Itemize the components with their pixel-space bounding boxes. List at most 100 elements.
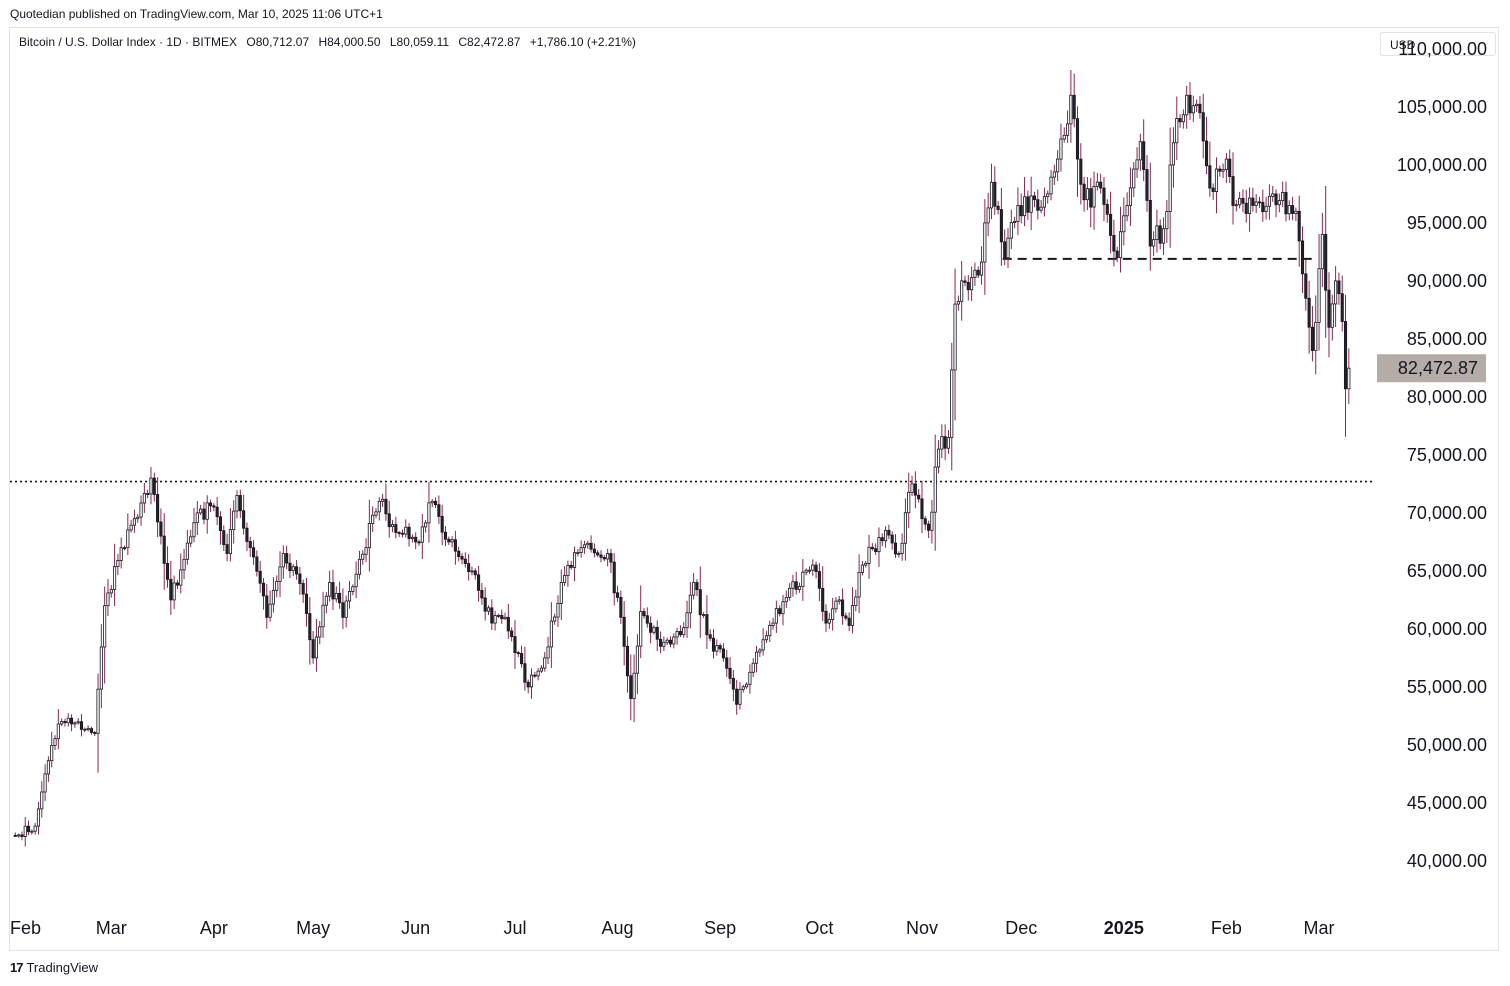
candle-body: [427, 502, 431, 524]
candle-body: [116, 560, 120, 568]
candle-body: [205, 502, 209, 520]
candle: [53, 735, 57, 750]
candle: [394, 516, 398, 539]
candle-body: [278, 566, 282, 582]
candle-body: [1118, 231, 1123, 259]
candle-body: [745, 683, 749, 688]
candle-body: [804, 569, 808, 573]
candle: [199, 504, 203, 516]
candle: [986, 192, 990, 237]
candle-body: [334, 592, 338, 600]
candle: [1023, 177, 1027, 227]
candle-body: [529, 674, 534, 688]
candle: [784, 590, 788, 608]
candle: [970, 266, 974, 302]
candle-body: [129, 524, 133, 531]
candle-body: [738, 688, 742, 705]
x-tick-label: Sep: [704, 918, 736, 938]
candle-body: [599, 554, 603, 558]
candle-body: [1175, 118, 1179, 144]
currency-selector[interactable]: USD: [1380, 32, 1496, 56]
y-tick-label: 100,000.00: [1397, 155, 1487, 175]
candle-body: [1062, 134, 1066, 140]
x-tick-label: Dec: [1005, 918, 1037, 938]
candle: [185, 529, 189, 565]
candle: [1142, 119, 1146, 182]
candle-body: [668, 639, 673, 645]
candle: [285, 545, 289, 570]
candle-body: [506, 616, 510, 632]
candle: [1069, 70, 1073, 143]
candle: [496, 613, 500, 619]
candle: [83, 727, 87, 733]
candle: [169, 560, 173, 615]
candle-body: [238, 495, 242, 512]
candle-body: [298, 573, 302, 584]
candle: [156, 477, 160, 538]
candle: [149, 466, 153, 505]
candle-body: [1271, 193, 1275, 197]
candle: [778, 605, 782, 617]
candle: [559, 569, 563, 620]
candle-body: [371, 514, 375, 524]
candle-body: [764, 635, 769, 641]
candle-body: [367, 523, 371, 549]
candle: [1039, 199, 1043, 214]
candle-body: [797, 585, 802, 590]
candle: [420, 514, 424, 559]
candle-body: [1300, 240, 1305, 275]
candle-body: [50, 744, 54, 762]
candle-body: [847, 617, 851, 626]
candle-body: [182, 558, 186, 571]
candle-body: [20, 834, 24, 837]
candle: [175, 580, 180, 589]
candle: [764, 630, 769, 644]
candle: [119, 537, 123, 569]
candle-body: [96, 688, 100, 734]
candle-body: [156, 494, 160, 523]
candle: [592, 543, 596, 558]
candle: [523, 646, 527, 691]
candle: [1019, 193, 1023, 224]
candle-body: [629, 675, 633, 699]
candle-body: [761, 639, 765, 651]
candle-body: [434, 500, 438, 506]
candle-body: [831, 608, 835, 620]
candle: [615, 585, 620, 602]
candle: [1214, 157, 1219, 214]
candle-body: [275, 580, 279, 591]
candle: [801, 559, 805, 601]
candle: [1211, 183, 1215, 200]
candle-body: [1102, 187, 1106, 205]
candle: [1221, 163, 1225, 178]
candle-body: [89, 728, 93, 733]
last-price-label: 82,472.87: [1398, 358, 1478, 378]
candle-body: [1334, 280, 1338, 305]
candle: [1208, 141, 1212, 197]
candle: [387, 500, 391, 538]
candle: [619, 590, 623, 624]
tradingview-footer[interactable]: 17 TradingView: [10, 960, 98, 975]
candle: [351, 584, 355, 596]
candle: [791, 574, 795, 597]
candle: [1052, 164, 1056, 185]
candle: [1152, 231, 1156, 257]
candle: [659, 631, 663, 654]
candle-body: [1264, 205, 1268, 212]
candle: [1082, 176, 1086, 212]
candle-body: [586, 542, 590, 546]
x-tick-label: May: [296, 918, 330, 938]
candle-body: [771, 622, 775, 626]
candle-body: [893, 542, 898, 555]
candle: [963, 275, 967, 287]
candle-body: [1281, 192, 1285, 202]
candle-body: [960, 280, 964, 302]
candle-body: [285, 553, 289, 564]
candle-body: [814, 564, 818, 572]
candle-body: [708, 634, 712, 639]
candle: [331, 569, 335, 611]
candle-body: [1125, 205, 1129, 217]
candle-body: [523, 663, 527, 683]
candle: [377, 497, 381, 521]
